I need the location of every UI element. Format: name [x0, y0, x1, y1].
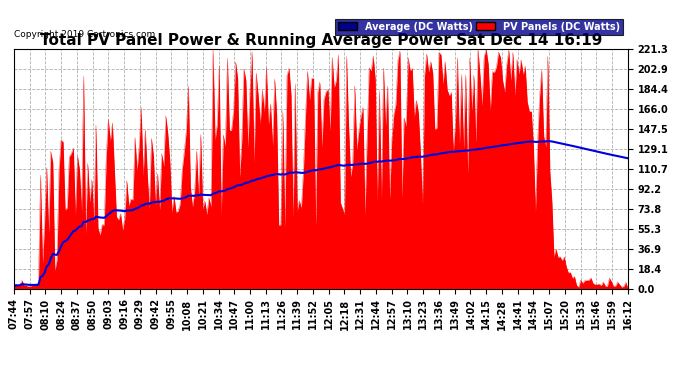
Text: Copyright 2019 Cartronics.com: Copyright 2019 Cartronics.com [14, 30, 155, 39]
Title: Total PV Panel Power & Running Average Power Sat Dec 14 16:19: Total PV Panel Power & Running Average P… [39, 33, 602, 48]
Legend: Average (DC Watts), PV Panels (DC Watts): Average (DC Watts), PV Panels (DC Watts) [335, 19, 623, 34]
